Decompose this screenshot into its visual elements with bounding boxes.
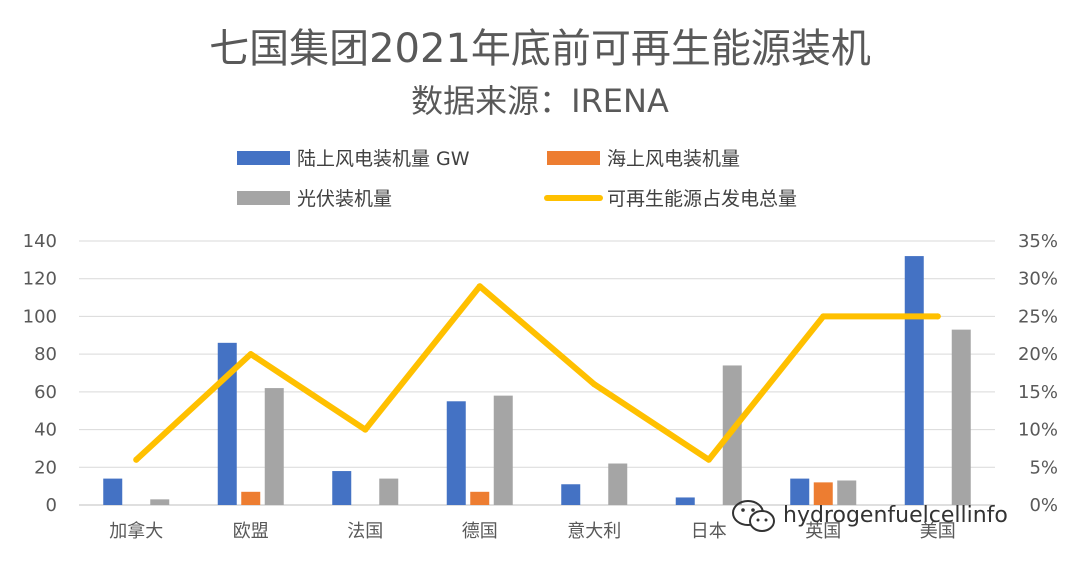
- chart-subtitle: 数据来源：IRENA: [411, 82, 669, 120]
- category-label: 意大利: [567, 521, 621, 542]
- share-point-1: [247, 351, 254, 358]
- bar-3-2: [379, 478, 399, 505]
- left-axis-ticks: 0 20 40 60 80 100 120 140: [23, 231, 57, 516]
- category-label: 日本: [691, 521, 727, 542]
- right-tick-label: 5%: [1029, 457, 1058, 478]
- share-point-0: [133, 456, 140, 463]
- bar-3-7: [951, 329, 971, 505]
- left-tick-label: 120: [23, 269, 57, 290]
- watermark: hydrogenfuelcellinfo: [732, 500, 1008, 532]
- legend-label-3: 可再生能源占发电总量: [607, 188, 797, 210]
- left-tick-label: 100: [23, 306, 57, 327]
- gridlines: [79, 240, 995, 506]
- right-tick-label: 30%: [1018, 269, 1058, 290]
- right-tick-label: 25%: [1018, 306, 1058, 327]
- bar-3-4: [608, 463, 628, 505]
- bar-1-2: [332, 471, 352, 505]
- legend-swatch-0: [237, 151, 290, 165]
- right-tick-label: 15%: [1018, 382, 1058, 403]
- bar-1-4: [561, 484, 581, 505]
- legend-label-2: 光伏装机量: [297, 188, 392, 210]
- left-tick-label: 140: [23, 231, 57, 252]
- bar-3-5: [722, 365, 742, 505]
- legend-swatch-1: [547, 151, 600, 165]
- category-label: 美国: [920, 521, 956, 542]
- category-label: 法国: [347, 521, 383, 542]
- category-labels: 加拿大 欧盟 法国 德国 意大利 日本 英国 美国: [109, 520, 956, 542]
- right-axis-ticks: 0% 5% 10% 15% 20% 25% 30% 35%: [1018, 231, 1058, 516]
- chart-title: 七国集团2021年底前可再生能源装机: [209, 26, 871, 72]
- legend-label-0: 陆上风电装机量 GW: [297, 148, 470, 170]
- left-tick-label: 80: [34, 344, 57, 365]
- bar-1-3: [446, 401, 466, 505]
- left-tick-label: 40: [34, 420, 57, 441]
- left-tick-label: 60: [34, 382, 57, 403]
- legend-swatch-2: [237, 191, 290, 205]
- bar-3-0: [150, 499, 170, 505]
- bar-1-5: [675, 497, 695, 505]
- category-label: 加拿大: [109, 520, 163, 542]
- bar-3-6: [837, 480, 857, 505]
- bar-3-1: [264, 388, 284, 505]
- bar-2-3: [470, 491, 490, 505]
- left-tick-label: 0: [46, 495, 57, 516]
- bar-1-0: [103, 478, 123, 505]
- bar-3-3: [493, 395, 513, 505]
- right-tick-label: 35%: [1018, 231, 1058, 252]
- share-series-line: [133, 283, 941, 463]
- share-line: [133, 283, 941, 463]
- share-point-6: [820, 313, 827, 320]
- bar-1-7: [904, 256, 924, 505]
- right-tick-label: 0%: [1029, 495, 1058, 516]
- bar-2-6: [813, 482, 833, 505]
- category-label: 英国: [805, 521, 841, 542]
- category-label: 德国: [462, 521, 498, 542]
- legend-label-1: 海上风电装机量: [607, 148, 740, 170]
- bar-2-1: [241, 491, 261, 505]
- left-tick-label: 20: [34, 457, 57, 478]
- share-point-5: [705, 456, 712, 463]
- watermark-text: hydrogenfuelcellinfo: [783, 503, 1008, 528]
- share-point-4: [591, 381, 598, 388]
- share-point-2: [362, 426, 369, 433]
- share-point-7: [934, 313, 941, 320]
- wechat-icon: [732, 500, 775, 532]
- right-tick-label: 10%: [1018, 420, 1058, 441]
- category-label: 欧盟: [233, 521, 269, 542]
- share-point-3: [476, 283, 483, 290]
- right-tick-label: 20%: [1018, 344, 1058, 365]
- bar-1-6: [790, 478, 810, 505]
